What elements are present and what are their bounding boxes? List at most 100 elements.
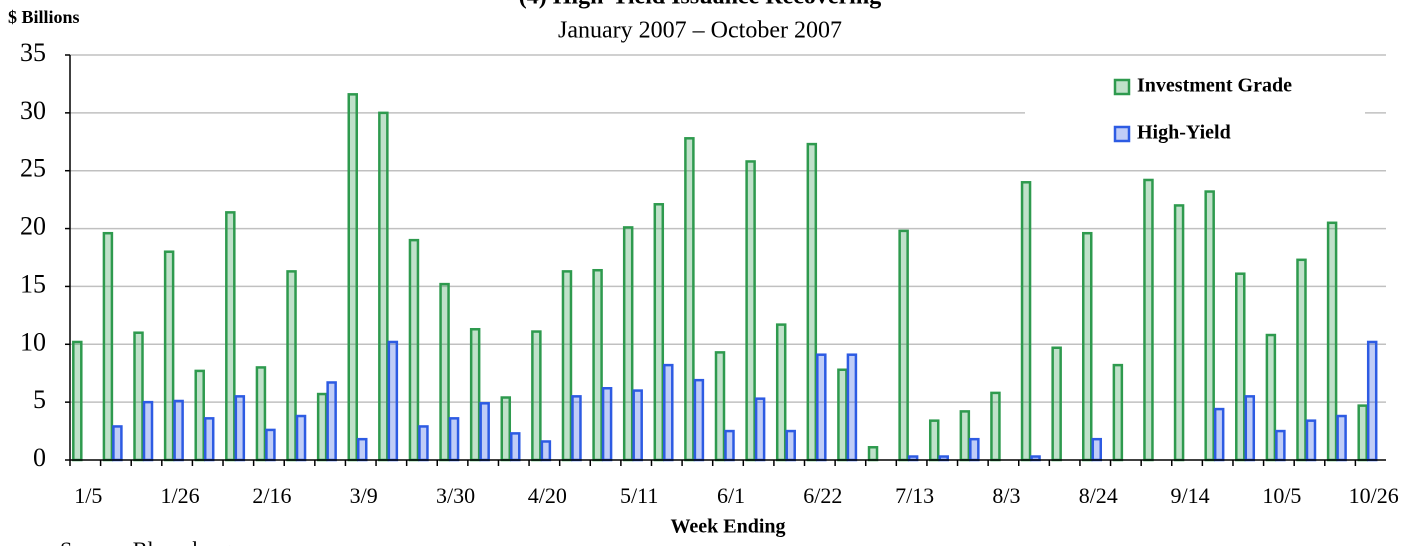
bar (347, 93, 358, 462)
x-tick-label: 10/5 (1262, 483, 1301, 508)
bar (142, 400, 154, 462)
bar (500, 396, 512, 462)
bar (255, 366, 267, 462)
bar (1326, 221, 1338, 462)
bar (387, 340, 399, 462)
bar (1143, 178, 1154, 462)
bar (510, 432, 521, 462)
bar (1173, 204, 1185, 462)
legend-swatch (1113, 78, 1131, 96)
bar (439, 282, 450, 462)
bar (1235, 272, 1246, 462)
x-tick-label: 5/11 (620, 483, 658, 508)
bar (102, 231, 114, 462)
bar (816, 353, 827, 462)
legend-swatch (1113, 125, 1131, 143)
bar (286, 270, 297, 462)
y-axis-label: $ Billions (8, 7, 80, 27)
bar (1091, 437, 1103, 462)
bar (234, 395, 246, 462)
bar (418, 425, 429, 462)
y-tick-label: 5 (33, 385, 46, 414)
x-tick-label: 6/1 (717, 483, 745, 508)
bar (959, 410, 971, 462)
x-tick-label: 4/20 (528, 483, 567, 508)
bar (1357, 404, 1368, 462)
bar (775, 323, 787, 462)
bar (133, 331, 144, 462)
bar (1366, 340, 1378, 462)
bar (1265, 333, 1277, 462)
bar (531, 330, 542, 462)
bar (225, 211, 236, 462)
source-note: Source: Bloomberg (60, 537, 231, 546)
x-tick-label: 7/13 (895, 483, 934, 508)
bar (928, 419, 940, 462)
bar (745, 160, 756, 462)
bar (622, 226, 634, 462)
bar (663, 363, 674, 462)
bar (592, 268, 603, 462)
bar (326, 381, 337, 462)
bar (693, 378, 705, 462)
bar (1336, 414, 1347, 462)
bar (1296, 258, 1307, 462)
y-tick-label: 30 (20, 96, 46, 125)
chart-title: (4) High-Yield Issuance Recovering (519, 0, 881, 10)
bar (837, 368, 848, 462)
bar (1275, 429, 1286, 462)
y-tick-label: 25 (20, 154, 46, 183)
bar (194, 369, 205, 462)
bar (1112, 363, 1124, 462)
bar (448, 417, 460, 462)
bar (846, 353, 858, 462)
bar (1244, 395, 1256, 462)
bar (632, 389, 643, 462)
bar (714, 351, 726, 462)
x-tick-label: 1/26 (161, 483, 200, 508)
bar (724, 429, 735, 462)
bar (408, 238, 420, 462)
bar (316, 392, 328, 462)
bar (469, 327, 481, 462)
x-tick-label: 1/5 (74, 483, 102, 508)
y-tick-label: 10 (20, 327, 46, 356)
bar (540, 440, 552, 462)
x-tick-label: 9/14 (1171, 483, 1210, 508)
x-tick-label: 2/16 (252, 483, 291, 508)
x-tick-label: 10/26 (1349, 483, 1399, 508)
bar (653, 203, 665, 462)
bar (203, 417, 215, 462)
bar (1213, 407, 1225, 462)
bar (754, 397, 766, 462)
chart-subtitle: January 2007 – October 2007 (558, 18, 842, 44)
bar (173, 399, 184, 462)
bar (867, 446, 879, 462)
y-tick-label: 0 (33, 443, 46, 472)
bar (1082, 231, 1093, 462)
bar (1020, 181, 1032, 462)
bar (785, 429, 796, 462)
x-tick-label: 3/30 (436, 483, 475, 508)
bar (969, 437, 980, 462)
bar (265, 428, 276, 462)
x-axis-label: Week Ending (670, 516, 785, 538)
bar (571, 395, 582, 462)
y-tick-label: 20 (20, 212, 46, 241)
bar (356, 437, 368, 462)
bar (163, 250, 175, 462)
legend-label: High-Yield (1137, 122, 1231, 144)
bar (898, 229, 909, 462)
x-tick-label: 8/24 (1079, 483, 1118, 508)
y-tick-label: 35 (20, 38, 46, 67)
x-tick-label: 8/3 (992, 483, 1020, 508)
bar (1204, 190, 1215, 462)
bar (112, 425, 123, 462)
bar (72, 340, 83, 462)
bar (1051, 346, 1062, 462)
bar (990, 391, 1001, 462)
bar (684, 137, 695, 462)
bar (601, 387, 613, 462)
